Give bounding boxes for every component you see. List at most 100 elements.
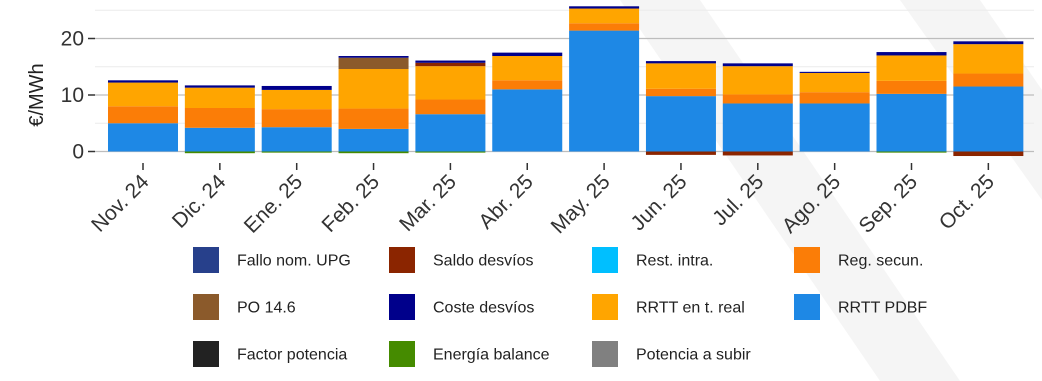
bar-segment-reg-secun	[492, 80, 563, 90]
bar-segment-reg-secun	[953, 73, 1024, 87]
bar-segment-energia-balance	[184, 151, 255, 154]
legend-label-fallo-nom-upg: Fallo nom. UPG	[237, 253, 351, 270]
bar-segment-rrtt-en-t-real	[492, 56, 563, 81]
x-tick-label: Dic. 24	[168, 170, 231, 233]
bar-segment-reg-secun	[184, 107, 255, 128]
x-tick-label: May. 25	[547, 170, 615, 238]
bar-segment-energia-balance	[415, 151, 486, 153]
y-tick-label: 0	[72, 141, 84, 164]
bar-segment-coste-desvios	[261, 85, 332, 90]
legend-swatch-saldo-desvios	[389, 247, 415, 273]
bar-segment-rrtt-pdbf	[338, 128, 409, 152]
bar-segment-rrtt-en-t-real	[645, 63, 716, 89]
x-tick-label: Jun. 25	[627, 170, 692, 235]
bars	[108, 6, 1024, 157]
bar-segment-coste-desvios	[876, 52, 947, 56]
bar-segment-rrtt-en-t-real	[722, 66, 793, 95]
legend-label-rrtt-pdbf: RRTT PDBF	[838, 300, 927, 317]
bar-segment-reg-secun	[569, 23, 640, 31]
bar-segment-coste-desvios	[722, 63, 793, 67]
legend-swatch-factor-potencia	[193, 341, 219, 367]
legend-label-factor-potencia: Factor potencia	[237, 347, 347, 364]
y-axis-label: €/MWh	[26, 63, 48, 126]
legend-label-potencia-a-subir: Potencia a subir	[636, 347, 751, 364]
legend-label-rrtt-en-t-real: RRTT en t. real	[636, 300, 745, 317]
legend-label-energia-balance: Energía balance	[433, 347, 550, 364]
bar-segment-reg-secun	[645, 88, 716, 97]
legend: Fallo nom. UPG Saldo desvíos Rest. intra. R…	[193, 247, 927, 367]
x-tick-label: Ene. 25	[240, 170, 307, 237]
x-tick-label: Oct. 25	[935, 170, 999, 234]
y-tick-label: 10	[61, 84, 84, 107]
bar-segment-rrtt-en-t-real	[184, 87, 255, 108]
bar-segment-reg-secun	[799, 92, 870, 104]
bar-segment-saldo-desvios	[722, 151, 793, 156]
bar-segment-rrtt-en-t-real	[261, 89, 332, 110]
bar-segment-rrtt-en-t-real	[338, 69, 409, 109]
legend-swatch-fallo-nom-upg	[193, 247, 219, 273]
bar-segment-coste-desvios	[492, 52, 563, 57]
bar-segment-rrtt-pdbf	[415, 114, 486, 152]
bar-segment-coste-desvios	[953, 41, 1024, 45]
bar-segment-saldo-desvios	[415, 62, 486, 67]
y-axis: 0 10 20 €/MWh	[26, 28, 95, 164]
bar-segment-rrtt-pdbf	[722, 103, 793, 152]
legend-label-coste-desvios: Coste desvíos	[433, 300, 534, 317]
legend-swatch-energia-balance	[389, 341, 415, 367]
bar-segment-rrtt-en-t-real	[799, 72, 870, 93]
x-tick-label: Sep. 25	[855, 170, 922, 237]
bar-segment-coste-desvios	[799, 71, 870, 73]
bar-segment-coste-desvios	[108, 80, 178, 83]
bar-segment-rrtt-pdbf	[876, 93, 947, 152]
bar-segment-rrtt-pdbf	[492, 89, 563, 152]
bar-segment-energia-balance	[876, 151, 947, 153]
bar-segment-rrtt-en-t-real	[953, 44, 1024, 74]
legend-swatch-po-14-6	[193, 294, 219, 320]
bar-segment-saldo-desvios	[645, 151, 716, 155]
legend-swatch-potencia-a-subir	[592, 341, 618, 367]
bar-segment-po-14-6	[338, 57, 409, 70]
legend-swatch-rest-intra	[592, 247, 618, 273]
x-axis: Nov. 24 Dic. 24 Ene. 25 Feb. 25 Mar. 25 Abr. …	[87, 163, 999, 238]
legend-label-saldo-desvios: Saldo desvíos	[433, 253, 534, 270]
bar-segment-saldo-desvios	[953, 151, 1024, 157]
legend-label-rest-intra: Rest. intra.	[636, 253, 713, 270]
bar-segment-reg-secun	[338, 108, 409, 129]
bar-segment-rrtt-en-t-real	[415, 66, 486, 100]
x-tick-label: Mar. 25	[395, 170, 461, 236]
bar-segment-rrtt-en-t-real	[108, 82, 178, 107]
bar-segment-rrtt-pdbf	[569, 30, 640, 152]
bar-segment-reg-secun	[108, 106, 178, 124]
bar-segment-reg-secun	[722, 94, 793, 104]
legend-swatch-rrtt-pdbf	[794, 294, 820, 320]
bar-segment-energia-balance	[261, 151, 332, 153]
bar-segment-rrtt-pdbf	[645, 96, 716, 152]
legend-label-reg-secun: Reg. secun.	[838, 253, 923, 270]
bar-segment-coste-desvios	[338, 56, 409, 58]
x-tick-label: Abr. 25	[474, 170, 537, 233]
bar-segment-reg-secun	[261, 109, 332, 128]
x-tick-label: Nov. 24	[87, 170, 154, 237]
bar-segment-rrtt-en-t-real	[876, 55, 947, 81]
legend-label-po-14-6: PO 14.6	[237, 300, 296, 317]
bar-segment-coste-desvios	[415, 60, 486, 63]
bar-segment-reg-secun	[876, 80, 947, 94]
bar-segment-coste-desvios	[645, 61, 716, 64]
bar-segment-rrtt-pdbf	[184, 127, 255, 152]
bar-segment-coste-desvios	[569, 6, 640, 9]
bar-segment-rrtt-pdbf	[953, 86, 1024, 152]
bar-segment-reg-secun	[415, 99, 486, 115]
legend-swatch-coste-desvios	[389, 294, 415, 320]
x-tick-label: Feb. 25	[317, 170, 384, 237]
bar-segment-energia-balance	[338, 151, 409, 154]
y-tick-label: 20	[61, 28, 84, 51]
legend-swatch-reg-secun	[794, 247, 820, 273]
bar-segment-rrtt-pdbf	[261, 127, 332, 152]
legend-swatch-rrtt-en-t-real	[592, 294, 618, 320]
bar-segment-rrtt-pdbf	[799, 103, 870, 152]
bar-segment-coste-desvios	[184, 85, 255, 88]
bar-segment-rrtt-en-t-real	[569, 8, 640, 24]
bar-segment-rrtt-pdbf	[108, 123, 178, 152]
